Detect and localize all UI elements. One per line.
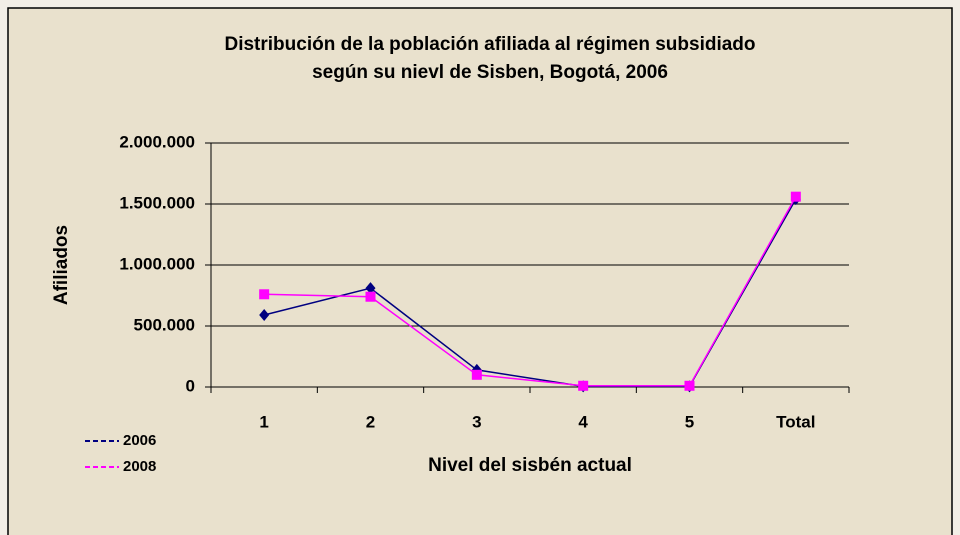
chart-area bbox=[7, 7, 953, 535]
y-tick-label: 1.500.000 bbox=[119, 193, 195, 212]
marker bbox=[578, 380, 589, 391]
marker bbox=[365, 291, 376, 302]
marker bbox=[790, 191, 801, 202]
y-tick-label: 2.000.000 bbox=[119, 132, 195, 151]
legend-label: 2008 bbox=[123, 458, 156, 475]
legend-label: 2006 bbox=[123, 432, 156, 449]
x-tick-label: 4 bbox=[578, 412, 588, 431]
marker bbox=[259, 289, 270, 300]
marker bbox=[365, 282, 376, 295]
y-tick-label: 500.000 bbox=[134, 315, 195, 334]
y-axis-label: Afiliados bbox=[51, 225, 72, 305]
series-line bbox=[264, 196, 797, 387]
y-tick-label: 1.000.000 bbox=[119, 254, 195, 273]
marker bbox=[684, 380, 695, 391]
x-tick-label: 2 bbox=[366, 412, 375, 431]
x-axis-label: Nivel del sisbén actual bbox=[428, 455, 632, 476]
x-tick-label: 5 bbox=[685, 412, 694, 431]
marker bbox=[471, 369, 482, 380]
x-tick-label: Total bbox=[776, 412, 815, 431]
y-tick-label: 0 bbox=[186, 376, 195, 395]
x-tick-label: 1 bbox=[259, 412, 268, 431]
chart-title: Distribución de la población afiliada al… bbox=[224, 34, 755, 55]
x-tick-label: 3 bbox=[472, 412, 481, 431]
chart-title: según su nievl de Sisben, Bogotá, 2006 bbox=[312, 62, 668, 83]
marker bbox=[259, 309, 270, 322]
